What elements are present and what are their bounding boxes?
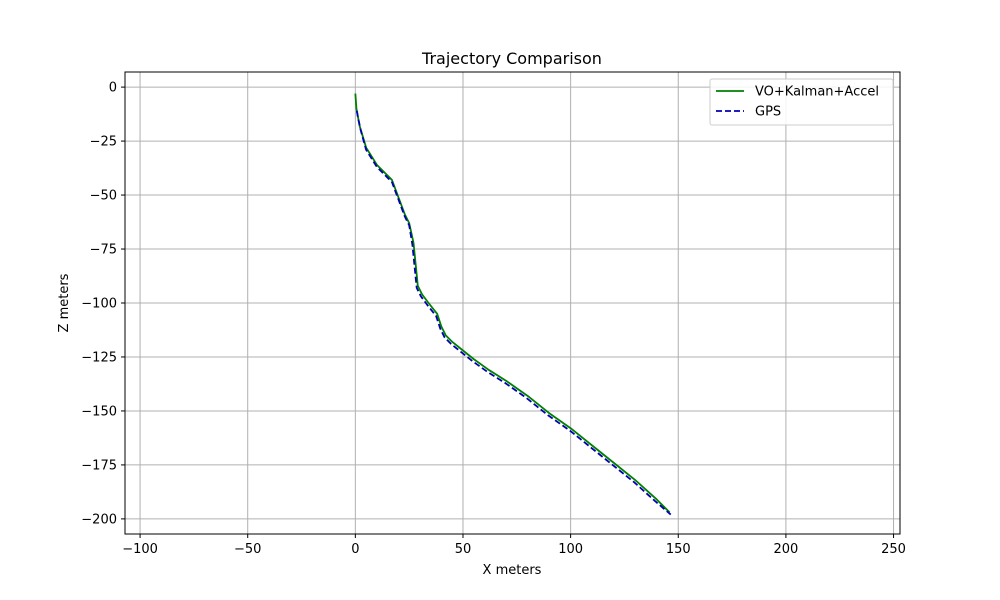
series-line-gps [355, 110, 672, 516]
y-tick-label: −50 [90, 189, 117, 204]
chart-title: Trajectory Comparison [421, 49, 602, 68]
y-tick-label: −125 [81, 350, 117, 365]
y-tick-label: 0 [109, 81, 117, 96]
x-tick-label: 150 [666, 542, 691, 557]
series-line-vo-kalman-accel [354, 93, 671, 514]
x-tick-label: 100 [558, 542, 583, 557]
x-tick-label: 50 [455, 542, 472, 557]
x-tick-label: 200 [773, 542, 798, 557]
legend-label-vo: VO+Kalman+Accel [755, 85, 879, 100]
x-axis-label: X meters [483, 563, 542, 578]
x-tick-label: 0 [351, 542, 359, 557]
legend-box [709, 78, 894, 126]
y-tick-label: −175 [81, 458, 117, 473]
x-tick-label: −50 [234, 542, 261, 557]
y-tick-label: −200 [81, 512, 117, 527]
axis-ticks: −100 −50 0 50 100 150 200 250 0 −25 −50 −75 −100 −125… [81, 81, 906, 557]
legend-label-gps: GPS [755, 105, 781, 120]
x-tick-label: −100 [122, 542, 158, 557]
y-tick-label: −25 [90, 135, 117, 150]
y-tick-label: −100 [81, 297, 117, 312]
y-tick-label: −150 [81, 404, 117, 419]
grid [125, 72, 900, 534]
y-tick-label: −75 [90, 243, 117, 258]
y-axis-label: Z meters [57, 273, 72, 332]
plot-lines [354, 93, 672, 516]
legend: VO+Kalman+Accel GPS [709, 78, 894, 126]
x-tick-label: 250 [881, 542, 906, 557]
